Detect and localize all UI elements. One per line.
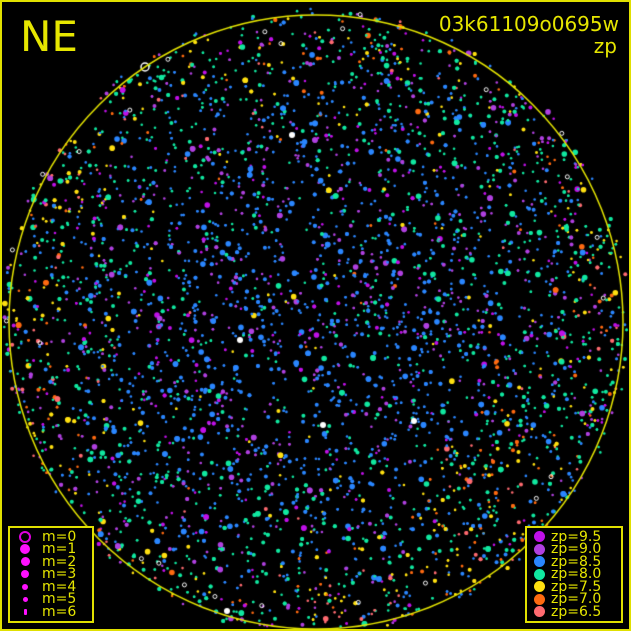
zp-legend-item: zp=7.0 [533, 591, 615, 608]
zp-legend-item: zp=9.5 [533, 528, 615, 545]
magnitude-legend: m=0 m=1 m=2 m=3 m=4 m=5 m=6 [8, 525, 94, 623]
zp-legend-label: zp=8.5 [551, 553, 602, 570]
magnitude-legend-item: m=4 [16, 578, 86, 595]
magnitude-legend-label: m=6 [42, 603, 77, 620]
magnitude-marker-icon [16, 530, 34, 543]
magnitude-legend-label: m=0 [42, 528, 77, 545]
magnitude-marker-icon [16, 608, 34, 615]
magnitude-legend-item: m=1 [16, 541, 86, 558]
zp-legend-label: zp=8.0 [551, 566, 602, 583]
magnitude-legend-item: m=3 [16, 566, 86, 583]
frame-id: 03k61109o0695w [438, 12, 619, 36]
zp-legend-label: zp=6.5 [551, 603, 602, 620]
magnitude-legend-item: m=6 [16, 603, 86, 620]
magnitude-legend-label: m=5 [42, 591, 77, 608]
zp-legend-label: zp=7.5 [551, 578, 602, 595]
magnitude-marker-icon [16, 596, 34, 602]
zp-legend-label: zp=7.0 [551, 591, 602, 608]
magnitude-marker-icon [16, 557, 34, 567]
zp-color-swatch-icon [533, 581, 545, 593]
zp-legend-label: zp=9.5 [551, 528, 602, 545]
zp-color-swatch-icon [533, 531, 545, 543]
zp-color-swatch-icon [533, 556, 545, 568]
magnitude-marker-icon [16, 583, 34, 590]
magnitude-legend-label: m=3 [42, 566, 77, 583]
zp-legend: zp=9.5 zp=9.0 zp=8.5 zp=8.0 zp=7.5 zp=7.0 zp=6… [525, 525, 623, 623]
magnitude-legend-label: m=1 [42, 541, 77, 558]
zp-color-swatch-icon [533, 606, 545, 618]
magnitude-marker-icon [16, 570, 34, 579]
zp-color-swatch-icon [533, 593, 545, 605]
direction-label: NE [20, 12, 78, 61]
zp-legend-label: zp=9.0 [551, 541, 602, 558]
magnitude-legend-item: m=0 [16, 528, 86, 545]
magnitude-marker-icon [16, 544, 34, 555]
zp-legend-item: zp=8.0 [533, 566, 615, 583]
magnitude-legend-item: m=5 [16, 591, 86, 608]
magnitude-legend-item: m=2 [16, 553, 86, 570]
zp-legend-item: zp=9.0 [533, 541, 615, 558]
zp-color-swatch-icon [533, 543, 545, 555]
zp-color-swatch-icon [533, 568, 545, 580]
magnitude-legend-label: m=2 [42, 553, 77, 570]
plot-mode-label: zp [593, 34, 617, 58]
magnitude-legend-label: m=4 [42, 578, 77, 595]
zp-legend-item: zp=6.5 [533, 603, 615, 620]
zp-legend-item: zp=8.5 [533, 553, 615, 570]
zp-legend-item: zp=7.5 [533, 578, 615, 595]
